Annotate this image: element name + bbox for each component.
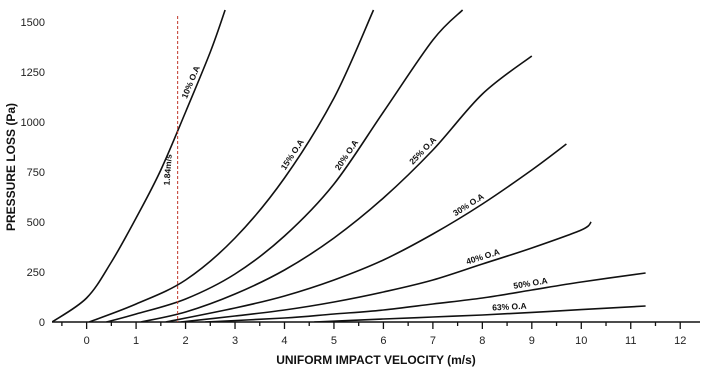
curve-label-63-o-a: 63% O.A	[492, 301, 527, 313]
y-tick-label: 500	[27, 217, 45, 229]
curve-25-o-a	[140, 55, 533, 322]
marker-label: 1.84m/s	[162, 154, 174, 186]
x-tick-label: 10	[575, 335, 587, 347]
y-tick-label: 1250	[21, 67, 45, 79]
x-tick-label: 5	[331, 335, 337, 347]
x-tick-label: 7	[430, 335, 436, 347]
x-tick-label: 8	[479, 335, 485, 347]
y-tick-label: 750	[27, 167, 45, 179]
x-tick-label: 3	[232, 335, 238, 347]
curve-50-o-a	[205, 272, 646, 322]
curve-10-o-a	[52, 9, 226, 322]
curve-20-o-a	[106, 9, 464, 322]
x-ticks: 0 1 2 3 4 5 6 7 8 9 10 11 12	[61, 322, 686, 347]
y-tick-label: 0	[39, 317, 45, 329]
y-ticks: 0 250 500 750 1000 1250 1500	[21, 17, 45, 329]
x-tick-label: 1	[133, 335, 139, 347]
y-tick-label: 1000	[21, 117, 45, 129]
x-tick-label: 9	[529, 335, 535, 347]
curve-15-o-a	[88, 9, 375, 322]
x-axis-title: UNIFORM IMPACT VELOCITY (m/s)	[276, 353, 476, 367]
velocity-marker: 1.84m/s	[162, 16, 179, 322]
curves-layer	[52, 9, 646, 322]
y-tick-label: 1500	[21, 17, 45, 29]
y-tick-label: 250	[27, 267, 45, 279]
curve-labels: 10% O.A15% O.A 20% O.A 25% O.A30% O.A40% O…	[179, 64, 548, 312]
curve-40-o-a	[180, 221, 592, 322]
curve-30-o-a	[165, 143, 567, 322]
x-tick-label: 0	[84, 335, 90, 347]
x-tick-label: 12	[674, 335, 686, 347]
x-tick-label: 11	[625, 335, 636, 347]
x-tick-label: 2	[182, 335, 188, 347]
x-tick-label: 6	[380, 335, 386, 347]
y-axis-title: PRESSURE LOSS (Pa)	[4, 103, 18, 231]
x-tick-label: 4	[281, 335, 287, 347]
curve-63-o-a	[314, 305, 646, 322]
